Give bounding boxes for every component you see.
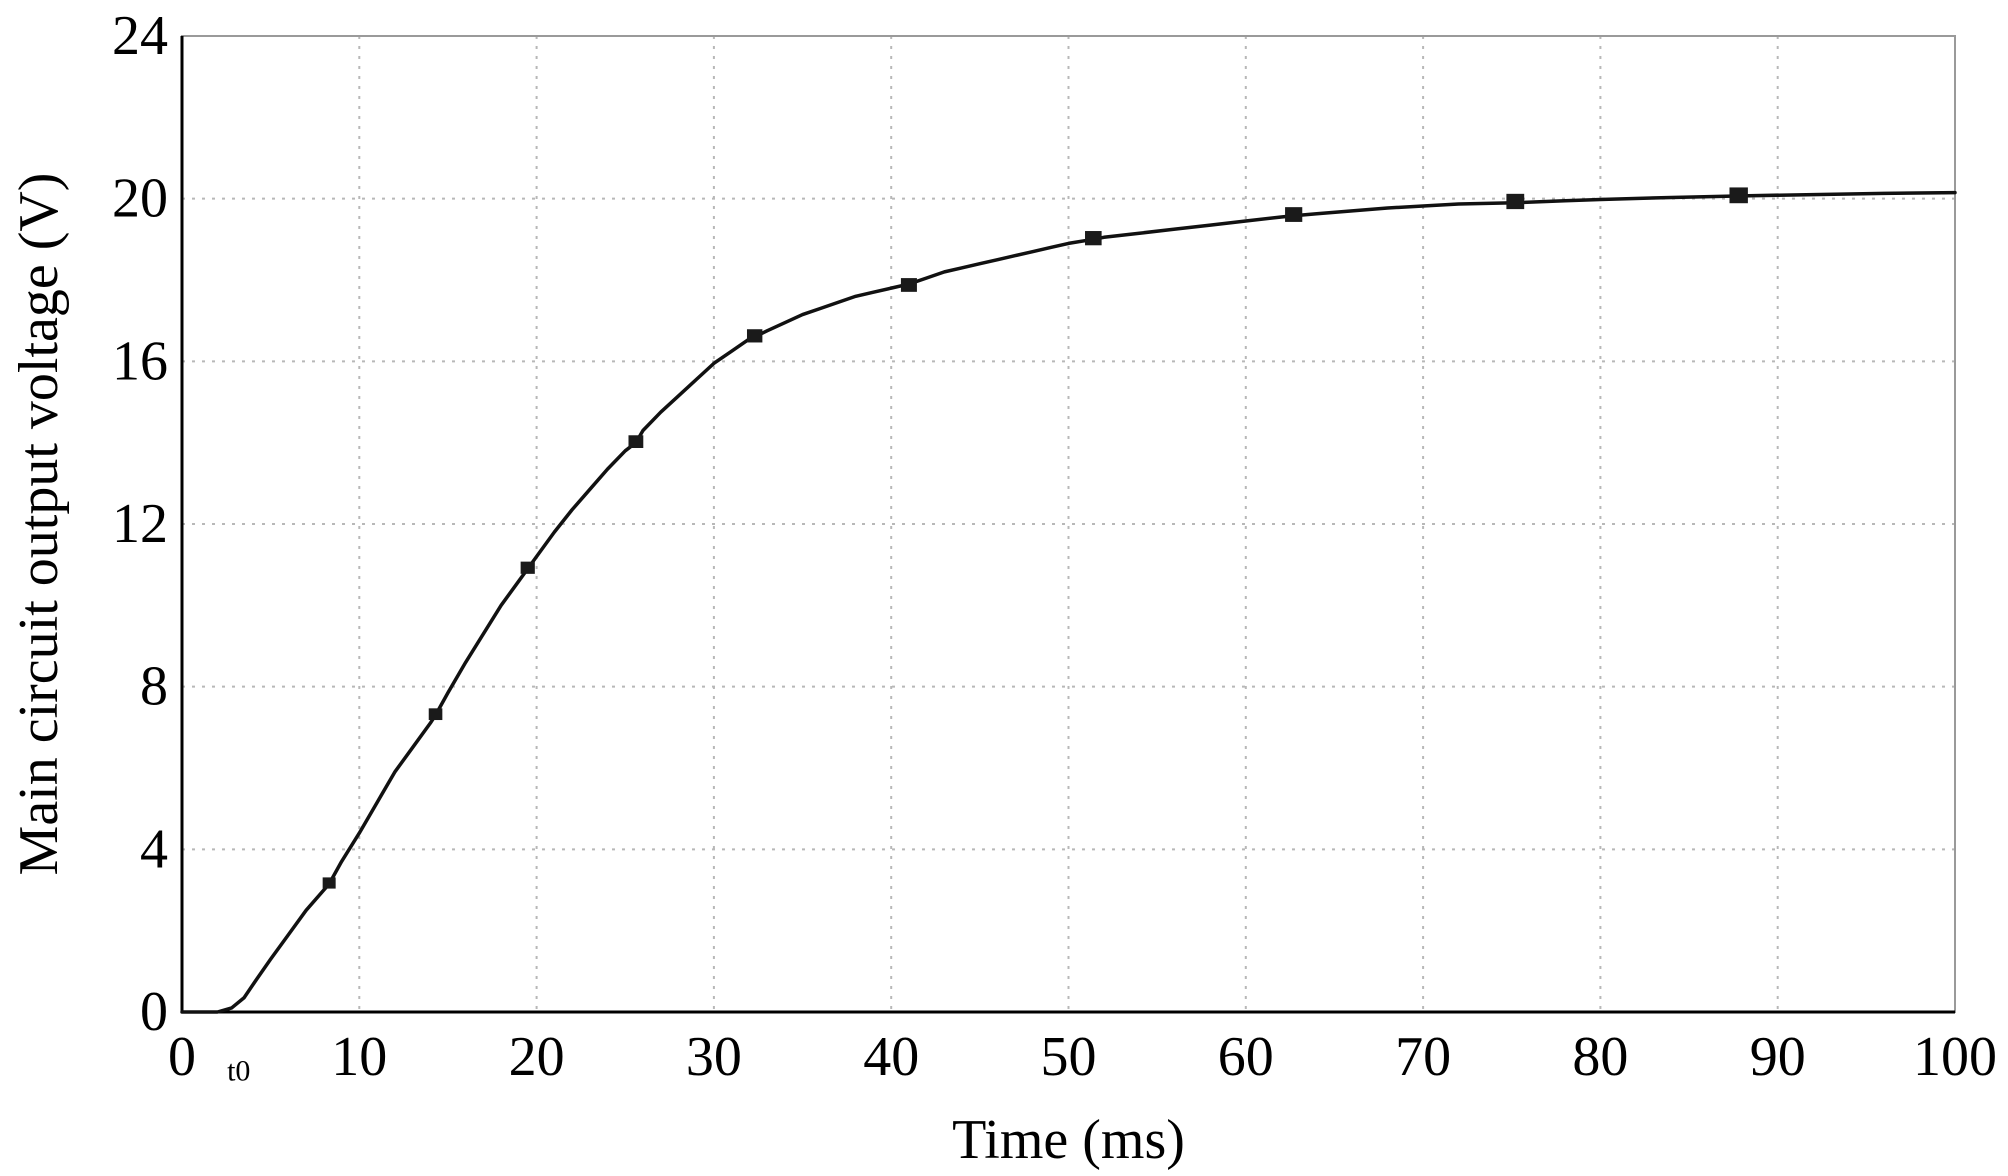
data-point-8 [1506,193,1525,210]
x-tick-label-80: 80 [1572,1026,1628,1088]
y-tick-label-8: 8 [140,656,168,718]
x-tick-label-70: 70 [1395,1026,1451,1088]
x-tick-label-10: 10 [331,1026,387,1088]
markers [322,187,1748,889]
data-point-9 [1729,187,1748,204]
y-tick-label-20: 20 [112,168,168,230]
tick-labels: 0 10 20 30 40 50 60 70 80 90 100 0 4 8 12 16 20 24 [112,5,1997,1088]
data-point-5 [900,278,917,292]
x-tick-label-20: 20 [509,1026,565,1088]
data-point-2 [520,561,535,574]
x-tick-label-0: 0 [168,1026,196,1088]
y-tick-label-4: 4 [140,818,168,880]
plot-frame [181,35,1956,1013]
series-layer [180,190,1957,1014]
data-point-6 [1085,231,1102,246]
grid [182,36,1955,1012]
x-tick-label-50: 50 [1041,1026,1097,1088]
x-tick-label-60: 60 [1218,1026,1274,1088]
axes [180,36,1955,1014]
annotations: t0 [227,1054,250,1087]
annotation-0: t0 [227,1054,250,1087]
x-tick-label-40: 40 [863,1026,919,1088]
x-tick-label-90: 90 [1750,1026,1806,1088]
data-point-7 [1285,207,1303,222]
x-tick-label-100: 100 [1913,1026,1997,1088]
x-axis-title: Time (ms) [952,1109,1185,1171]
y-tick-label-0: 0 [140,981,168,1043]
series-line-0 [180,190,1957,1014]
y-tick-label-12: 12 [112,493,168,555]
y-axis-title: Main circuit output voltage (V) [8,173,70,876]
x-tick-label-30: 30 [686,1026,742,1088]
y-tick-label-16: 16 [112,330,168,392]
data-point-4 [746,329,763,343]
data-point-0 [322,877,336,889]
data-point-1 [428,708,443,721]
data-point-3 [628,435,644,448]
y-tick-label-24: 24 [112,5,168,67]
